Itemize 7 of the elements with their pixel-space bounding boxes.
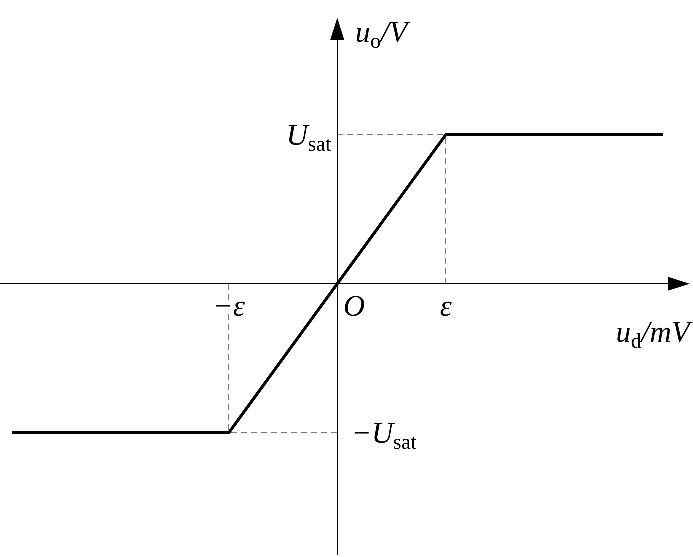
annotation: O [344, 290, 366, 323]
y-axis-title: u$_{o}$/V [356, 16, 412, 54]
x-axis-title: u$_{d}$/mV [616, 316, 693, 354]
annotation: U$_{sat}$ [286, 119, 332, 156]
annotation: −U$_{sat}$ [352, 417, 417, 454]
x-tick-label: −ε [212, 290, 246, 323]
x-tick-label: ε [440, 290, 452, 323]
